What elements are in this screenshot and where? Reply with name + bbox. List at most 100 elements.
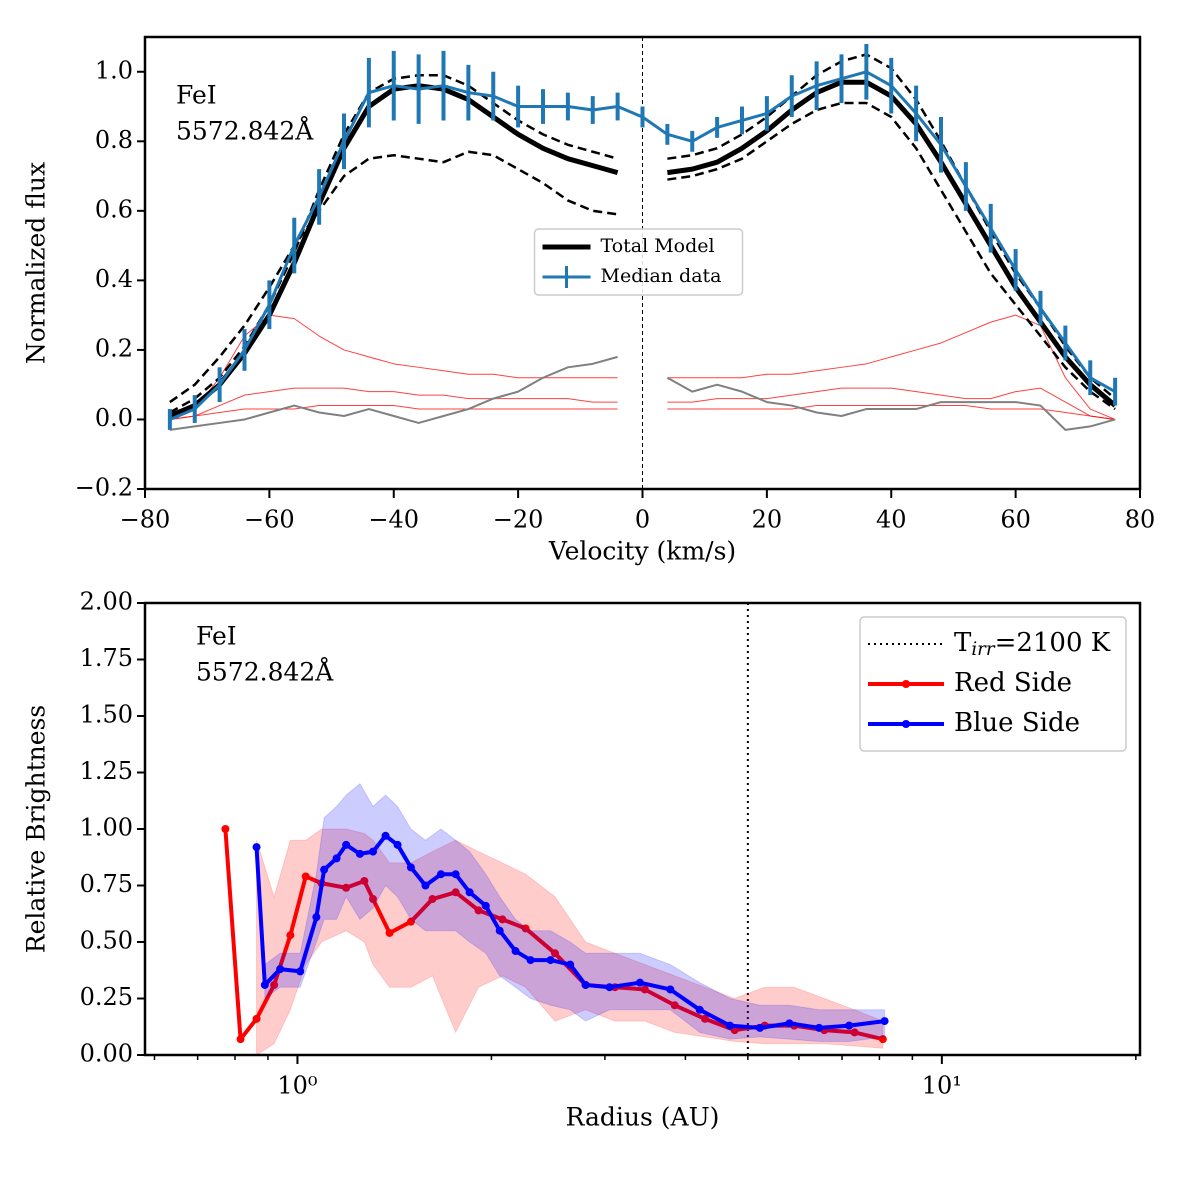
marker <box>276 965 285 974</box>
y-axis-label: Normalized flux <box>22 162 51 364</box>
x-tick-label: 80 <box>1125 506 1156 534</box>
legend-label: Tirr=2100 K <box>954 628 1111 660</box>
marker <box>406 863 415 872</box>
marker <box>270 980 279 989</box>
x-tick-label: −40 <box>368 506 419 534</box>
marker <box>342 883 351 892</box>
y-tick-label: 0.75 <box>80 870 133 898</box>
legend-label: Red Side <box>954 668 1072 698</box>
series-line <box>169 355 618 431</box>
marker <box>605 983 614 992</box>
series-line <box>667 405 1116 420</box>
legend-swatch-marker <box>902 680 910 688</box>
y-tick-label: 1.00 <box>80 814 133 842</box>
marker <box>252 1014 261 1023</box>
marker <box>355 849 364 858</box>
marker <box>332 854 341 863</box>
marker <box>815 1023 824 1032</box>
y-tick-label: 2.00 <box>80 588 133 616</box>
marker <box>670 1001 679 1010</box>
marker <box>421 881 430 890</box>
marker <box>406 917 415 926</box>
legend-label: Blue Side <box>954 708 1080 738</box>
annotation: FeI <box>196 622 237 651</box>
marker <box>296 967 305 976</box>
marker <box>436 870 445 879</box>
legend: Tirr=2100 K Red Side Blue Side <box>859 616 1127 752</box>
marker <box>286 931 295 940</box>
marker <box>320 865 329 874</box>
uncertainty-band <box>264 783 886 1042</box>
plot: −0.2 0.0 0.2 0.4 0.6 0.8 1.0 −80 −60 −40 −20 0 20 40 6… <box>22 35 1156 566</box>
series-line <box>169 387 618 420</box>
marker <box>640 985 649 994</box>
marker <box>428 895 437 904</box>
series-line <box>169 70 1116 421</box>
legend-label-sub: irr <box>971 639 996 660</box>
x-axis-label: Radius (AU) <box>566 1103 720 1132</box>
marker <box>880 1017 889 1026</box>
y-tick-label: 0.0 <box>95 404 133 432</box>
series-line <box>169 405 618 420</box>
marker <box>369 847 378 856</box>
marker <box>850 1028 859 1037</box>
y-tick-label: 1.75 <box>80 644 133 672</box>
marker <box>474 906 483 915</box>
marker <box>550 949 559 958</box>
x-tick-label: −60 <box>244 506 295 534</box>
marker <box>526 956 535 965</box>
x-tick-label: 10⁰ <box>277 1072 317 1100</box>
y-tick-label: 1.25 <box>80 757 133 785</box>
plot: 0.00 0.25 0.50 0.75 1.00 1.25 1.50 1.75 2.00 10⁰ 1… <box>22 588 1142 1132</box>
marker <box>301 872 310 881</box>
y-tick-label: 1.50 <box>80 701 133 729</box>
marker <box>785 1019 794 1028</box>
y-axis-label: Relative Brightness <box>22 705 51 953</box>
y-tick-label: −0.2 <box>75 474 133 502</box>
marker <box>701 1014 710 1023</box>
marker <box>581 980 590 989</box>
marker <box>312 913 321 922</box>
marker <box>498 915 507 924</box>
y-tick-label: 0.50 <box>80 927 133 955</box>
series-line <box>666 376 1116 431</box>
series-line <box>169 150 618 404</box>
marker <box>481 901 490 910</box>
x-tick-label: −20 <box>493 506 544 534</box>
annotation: 5572.842Å <box>176 116 314 146</box>
marker <box>385 928 394 937</box>
marker <box>725 1021 734 1030</box>
marker <box>451 888 460 897</box>
marker <box>666 985 675 994</box>
marker <box>236 1035 245 1044</box>
marker <box>695 1005 704 1014</box>
marker <box>360 876 369 885</box>
marker <box>566 960 575 969</box>
marker <box>381 831 390 840</box>
axes-frame <box>143 35 1142 491</box>
legend-box <box>859 616 1127 752</box>
legend-label-part: =2100 K <box>995 628 1111 658</box>
x-tick-label: 0 <box>635 506 650 534</box>
y-tick-label: 0.6 <box>95 195 133 223</box>
marker <box>221 825 230 833</box>
x-tick-label: 10¹ <box>922 1072 962 1100</box>
annotation: FeI <box>176 81 217 110</box>
y-tick-label: 0.4 <box>95 265 133 293</box>
x-axis-label: Velocity (km/s) <box>548 537 736 566</box>
marker <box>260 980 269 989</box>
marker <box>635 978 644 987</box>
marker <box>393 840 402 849</box>
legend-label: Total Model <box>601 235 715 257</box>
marker <box>755 1023 764 1032</box>
x-tick-label: 60 <box>1000 506 1031 534</box>
y-tick-label: 0.00 <box>80 1040 133 1068</box>
marker <box>878 1035 887 1044</box>
annotation: 5572.842Å <box>196 657 334 687</box>
series-line <box>667 101 1116 411</box>
marker <box>495 926 504 935</box>
y-tick-label: 1.0 <box>95 56 133 84</box>
marker <box>521 924 530 933</box>
marker <box>451 870 460 879</box>
